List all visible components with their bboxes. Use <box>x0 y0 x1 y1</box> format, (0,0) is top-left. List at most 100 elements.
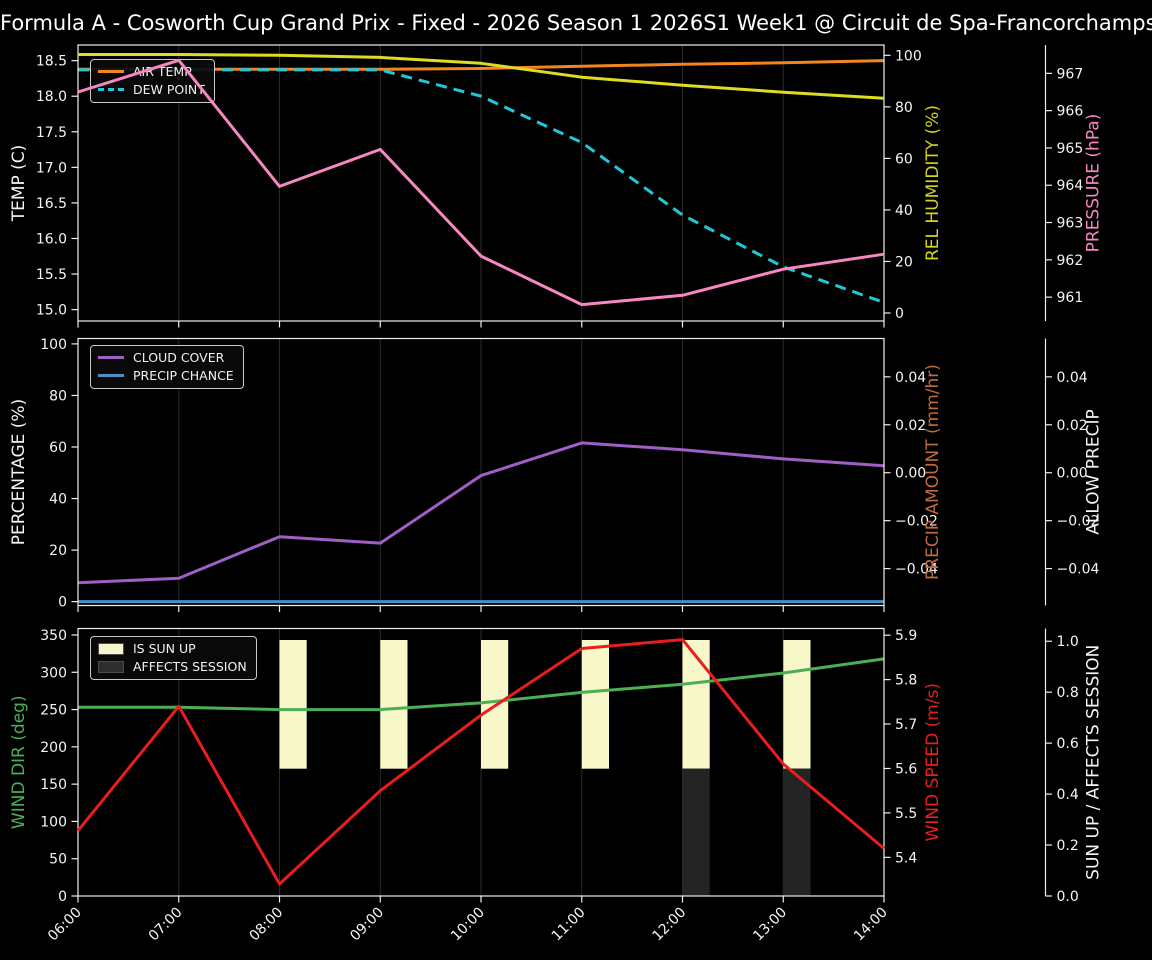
right2-tick-label: 963 <box>1057 216 1084 232</box>
x-tick-label: 08:00 <box>246 905 286 945</box>
dew-point-swatch <box>98 88 124 91</box>
right1-tick-label: 60 <box>895 151 913 167</box>
forecast-chart-base: 15.0 15.5 16.0 16.5 17.0 17.5 18.0 18.5 TEMP (C)… <box>0 0 1152 960</box>
right1-tick-label: 100 <box>895 48 922 64</box>
right2-tick-label: 966 <box>1057 104 1084 120</box>
right1-tick-label: 5.8 <box>895 673 917 689</box>
right2-tick-label: 0.2 <box>1057 838 1079 854</box>
right2-tick-label: 967 <box>1057 66 1084 82</box>
legend-label: CLOUD COVER <box>133 350 224 365</box>
legend-item: AFFECTS SESSION <box>98 659 247 674</box>
x-tick-label: 06:00 <box>45 905 85 945</box>
affects-session-swatch <box>98 661 124 673</box>
is-sun-up-bar <box>783 640 810 769</box>
right1-tick-label: 5.5 <box>895 806 917 822</box>
temperature-legend: AIR TEMP DEW POINT <box>90 59 215 103</box>
legend-label: AFFECTS SESSION <box>133 659 247 674</box>
is-sun-up-swatch <box>98 643 124 655</box>
precipitation-right1-axis-label: PRECIP AMOUNT (mm/hr) <box>923 364 943 580</box>
right2-tick-label: 0.04 <box>1057 370 1088 386</box>
legend-label: IS SUN UP <box>133 641 196 656</box>
left-tick-label: 300 <box>40 665 67 681</box>
air-temp-swatch <box>98 70 124 73</box>
is-sun-up-bar <box>280 640 307 769</box>
x-tick-label: 14:00 <box>851 905 891 945</box>
left-tick-label: 15.5 <box>36 267 67 283</box>
left-tick-label: 50 <box>49 852 67 868</box>
right2-tick-label: 964 <box>1057 178 1084 194</box>
x-tick-label: 09:00 <box>347 905 387 945</box>
right1-tick-label: 40 <box>895 203 913 219</box>
is-sun-up-bar <box>380 640 407 769</box>
wind-legend: IS SUN UP AFFECTS SESSION <box>90 636 257 680</box>
left-tick-label: 20 <box>49 543 67 559</box>
left-tick-label: 60 <box>49 440 67 456</box>
x-tick-label: 13:00 <box>750 905 790 945</box>
left-tick-label: 250 <box>40 703 67 719</box>
right1-tick-label: 0 <box>895 306 904 322</box>
legend-item: CLOUD COVER <box>98 350 234 365</box>
x-tick-label: 12:00 <box>649 905 689 945</box>
legend-item: PRECIP CHANCE <box>98 368 234 383</box>
right1-tick-label: 5.9 <box>895 628 917 644</box>
affects-session-bar <box>683 769 710 896</box>
temperature-right2-axis-label: PRESSURE (hPa) <box>1084 114 1104 253</box>
left-tick-label: 100 <box>40 337 67 353</box>
left-tick-label: 100 <box>40 814 67 830</box>
left-tick-label: 17.5 <box>36 125 67 141</box>
right1-tick-label: 20 <box>895 254 913 270</box>
left-tick-label: 150 <box>40 777 67 793</box>
precipitation-right2-axis-label: ALLOW PRECIP <box>1084 409 1104 535</box>
left-tick-label: 18.5 <box>36 54 67 70</box>
right1-tick-label: 0.00 <box>895 466 926 482</box>
left-tick-label: 80 <box>49 388 67 404</box>
legend-label: DEW POINT <box>133 82 205 97</box>
precip-chance-swatch <box>98 374 124 377</box>
wind-right2-axis-label: SUN UP / AFFECTS SESSION <box>1084 645 1104 880</box>
is-sun-up-bar <box>481 640 508 769</box>
affects-session-bar <box>783 769 810 896</box>
is-sun-up-bar <box>683 640 710 769</box>
right2-tick-label: 961 <box>1057 290 1084 306</box>
left-tick-label: 17.0 <box>36 160 67 176</box>
left-tick-label: 350 <box>40 628 67 644</box>
left-tick-label: 16.5 <box>36 196 67 212</box>
right1-tick-label: 5.4 <box>895 850 917 866</box>
wind-right1-axis-label: WIND SPEED (m/s) <box>923 683 943 841</box>
legend-item: AIR TEMP <box>98 64 205 79</box>
right2-tick-label: 0.8 <box>1057 685 1079 701</box>
right1-tick-label: 0.02 <box>895 418 926 434</box>
left-tick-label: 200 <box>40 740 67 756</box>
x-tick-label: 11:00 <box>549 905 589 945</box>
right2-tick-label: 965 <box>1057 141 1084 157</box>
precipitation-left-axis-label: PERCENTAGE (%) <box>9 399 29 545</box>
x-tick-label: 10:00 <box>448 905 488 945</box>
right2-tick-label: −0.04 <box>1057 562 1100 578</box>
right2-tick-label: 0.0 <box>1057 889 1079 905</box>
right2-tick-label: 0.4 <box>1057 787 1079 803</box>
right2-tick-label: 962 <box>1057 253 1084 269</box>
legend-item: DEW POINT <box>98 82 205 97</box>
left-tick-label: 0 <box>58 595 67 611</box>
right1-tick-label: 80 <box>895 100 913 116</box>
temperature-left-axis-label: TEMP (C) <box>9 145 29 223</box>
right2-tick-label: 0.6 <box>1057 736 1079 752</box>
right2-tick-label: 1.0 <box>1057 634 1079 650</box>
x-tick-label: 07:00 <box>146 905 186 945</box>
left-tick-label: 40 <box>49 492 67 508</box>
is-sun-up-bar <box>582 640 609 769</box>
right1-tick-label: 5.6 <box>895 761 917 777</box>
cloud-cover-swatch <box>98 356 124 359</box>
wind-left-axis-label: WIND DIR (deg) <box>9 695 29 829</box>
temperature-right1-axis-label: REL HUMIDITY (%) <box>923 105 943 261</box>
weather-forecast-window: Formula A - Cosworth Cup Grand Prix - Fi… <box>0 0 1152 960</box>
left-tick-label: 15.0 <box>36 303 67 319</box>
left-tick-label: 18.0 <box>36 89 67 105</box>
precipitation-legend: CLOUD COVER PRECIP CHANCE <box>90 345 244 389</box>
left-tick-label: 0 <box>58 889 67 905</box>
legend-item: IS SUN UP <box>98 641 247 656</box>
left-tick-label: 16.0 <box>36 231 67 247</box>
legend-label: PRECIP CHANCE <box>133 368 234 383</box>
right1-tick-label: 0.04 <box>895 370 926 386</box>
legend-label: AIR TEMP <box>133 64 192 79</box>
